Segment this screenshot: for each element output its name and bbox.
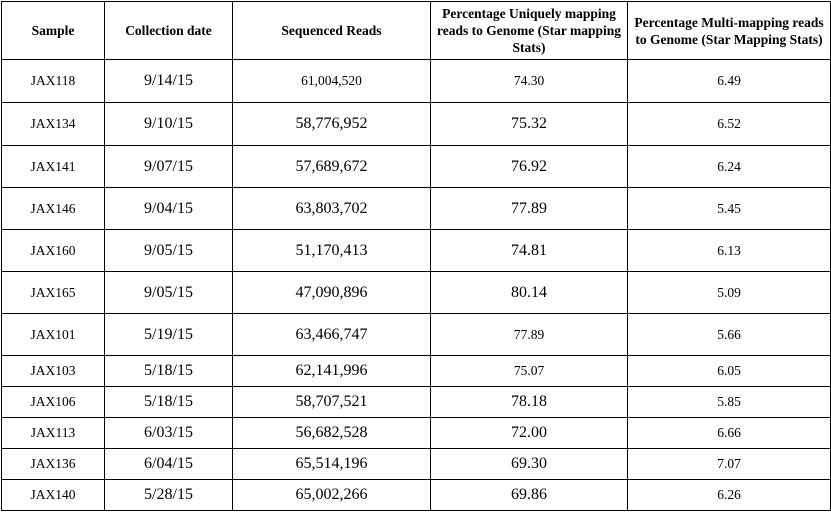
cell-multi: 5.85 xyxy=(627,386,831,418)
cell-sample: JAX103 xyxy=(1,355,105,387)
cell-reads: 62,141,996 xyxy=(232,355,431,387)
cell-unique: 69.30 xyxy=(430,448,628,480)
cell-multi: 6.52 xyxy=(627,102,831,146)
cell-date: 9/04/15 xyxy=(104,187,233,230)
cell-multi: 6.24 xyxy=(627,145,831,188)
table-row: JAX103 5/18/15 62,141,996 75.07 6.05 xyxy=(1,355,831,387)
table-row: JAX101 5/19/15 63,466,747 77.89 5.66 xyxy=(1,313,831,356)
cell-sample: JAX160 xyxy=(1,229,105,272)
cell-unique: 74.30 xyxy=(430,59,628,103)
table-row: JAX113 6/03/15 56,682,528 72.00 6.66 xyxy=(1,417,831,449)
cell-multi: 6.05 xyxy=(627,355,831,387)
table-row: JAX134 9/10/15 58,776,952 75.32 6.52 xyxy=(1,102,831,146)
cell-sample: JAX118 xyxy=(1,59,105,103)
cell-date: 9/05/15 xyxy=(104,229,233,272)
cell-date: 5/18/15 xyxy=(104,386,233,418)
cell-sample: JAX113 xyxy=(1,417,105,449)
cell-reads: 47,090,896 xyxy=(232,271,431,314)
cell-unique: 75.07 xyxy=(430,355,628,387)
cell-sample: JAX165 xyxy=(1,271,105,314)
cell-reads: 61,004,520 xyxy=(232,59,431,103)
table-row: JAX136 6/04/15 65,514,196 69.30 7.07 xyxy=(1,448,831,480)
cell-date: 6/03/15 xyxy=(104,417,233,449)
cell-reads: 57,689,672 xyxy=(232,145,431,188)
cell-unique: 72.00 xyxy=(430,417,628,449)
cell-date: 5/18/15 xyxy=(104,355,233,387)
cell-date: 9/10/15 xyxy=(104,102,233,146)
cell-sample: JAX146 xyxy=(1,187,105,230)
table-row: JAX165 9/05/15 47,090,896 80.14 5.09 xyxy=(1,271,831,314)
table-row: JAX140 5/28/15 65,002,266 69.86 6.26 xyxy=(1,479,831,511)
cell-unique: 80.14 xyxy=(430,271,628,314)
table-row: JAX141 9/07/15 57,689,672 76.92 6.24 xyxy=(1,145,831,188)
header-percent-multi: Percentage Multi-mapping reads to Genome… xyxy=(627,1,831,60)
cell-unique: 77.89 xyxy=(430,313,628,356)
table-row: JAX118 9/14/15 61,004,520 74.30 6.49 xyxy=(1,59,831,103)
cell-reads: 65,002,266 xyxy=(232,479,431,511)
header-row: Sample Collection date Sequenced Reads P… xyxy=(1,1,831,60)
cell-unique: 75.32 xyxy=(430,102,628,146)
cell-multi: 5.45 xyxy=(627,187,831,230)
cell-sample: JAX106 xyxy=(1,386,105,418)
cell-sample: JAX136 xyxy=(1,448,105,480)
cell-sample: JAX101 xyxy=(1,313,105,356)
cell-unique: 76.92 xyxy=(430,145,628,188)
cell-date: 9/07/15 xyxy=(104,145,233,188)
table-row: JAX146 9/04/15 63,803,702 77.89 5.45 xyxy=(1,187,831,230)
cell-reads: 51,170,413 xyxy=(232,229,431,272)
cell-multi: 6.66 xyxy=(627,417,831,449)
header-collection-date: Collection date xyxy=(104,1,233,60)
cell-date: 5/28/15 xyxy=(104,479,233,511)
cell-unique: 69.86 xyxy=(430,479,628,511)
cell-date: 6/04/15 xyxy=(104,448,233,480)
cell-reads: 56,682,528 xyxy=(232,417,431,449)
cell-multi: 7.07 xyxy=(627,448,831,480)
cell-unique: 78.18 xyxy=(430,386,628,418)
cell-reads: 63,466,747 xyxy=(232,313,431,356)
cell-reads: 65,514,196 xyxy=(232,448,431,480)
header-sequenced-reads: Sequenced Reads xyxy=(232,1,431,60)
cell-reads: 58,776,952 xyxy=(232,102,431,146)
cell-date: 9/14/15 xyxy=(104,59,233,103)
cell-multi: 6.49 xyxy=(627,59,831,103)
cell-reads: 58,707,521 xyxy=(232,386,431,418)
cell-multi: 5.09 xyxy=(627,271,831,314)
cell-reads: 63,803,702 xyxy=(232,187,431,230)
cell-multi: 6.13 xyxy=(627,229,831,272)
cell-sample: JAX140 xyxy=(1,479,105,511)
table-row: JAX160 9/05/15 51,170,413 74.81 6.13 xyxy=(1,229,831,272)
cell-unique: 74.81 xyxy=(430,229,628,272)
header-percent-unique: Percentage Uniquely mapping reads to Gen… xyxy=(430,1,628,60)
header-sample: Sample xyxy=(1,1,105,60)
cell-sample: JAX141 xyxy=(1,145,105,188)
cell-unique: 77.89 xyxy=(430,187,628,230)
cell-multi: 5.66 xyxy=(627,313,831,356)
cell-date: 9/05/15 xyxy=(104,271,233,314)
cell-multi: 6.26 xyxy=(627,479,831,511)
cell-sample: JAX134 xyxy=(1,102,105,146)
table-row: JAX106 5/18/15 58,707,521 78.18 5.85 xyxy=(1,386,831,418)
cell-date: 5/19/15 xyxy=(104,313,233,356)
